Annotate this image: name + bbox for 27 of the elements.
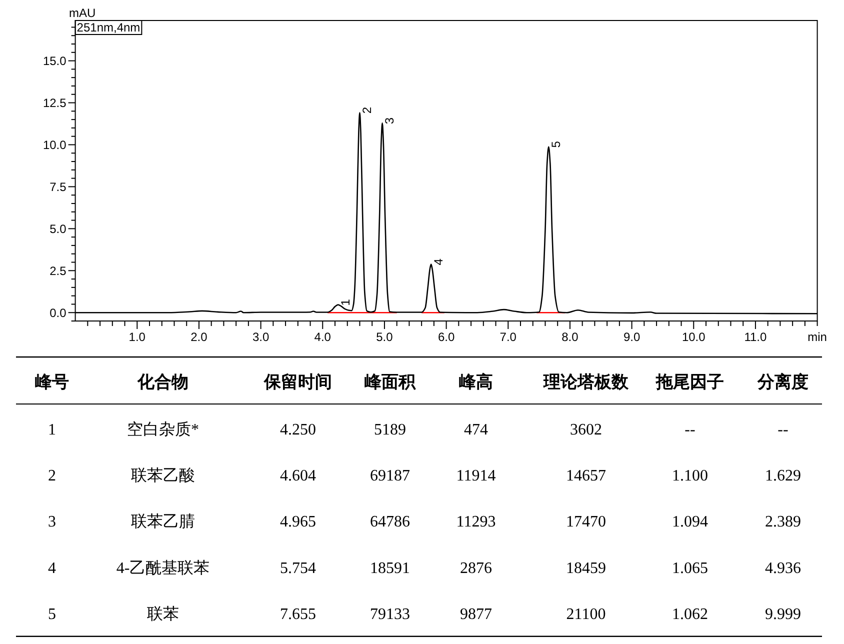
- y-tick-label: 15.0: [42, 54, 67, 68]
- x-tick-label: 9.0: [623, 330, 640, 344]
- table: 峰号 化合物 保留时间 峰面积 峰高 理论塔板数 拖尾因子 分离度 1 空白杂质* 4.250 5189 474 3602 -- -- 2 联苯乙酸 4.604 69187 11914 14657 1.100 1.629 3 联苯乙腈 4.965 64786 11293 17470 1.094 2.389 4 4-乙酰基联苯 5.754 18591 2876 18459 1.065 4.936 5 联苯 7.655 79133 9877 21100 1.062 9.999: [16, 356, 822, 638]
- annotation: 3: [382, 117, 397, 124]
- y-tick-label: 2.5: [50, 264, 67, 278]
- x-axis-title: min: [808, 330, 827, 344]
- annotation: 5: [548, 140, 563, 148]
- annotation: 2: [360, 106, 374, 114]
- x-tick-label: 1.0: [128, 330, 146, 344]
- y-tick-label: 0.0: [50, 306, 67, 320]
- x-tick-label: 4.0: [314, 330, 332, 344]
- x-tick-label: 3.0: [252, 330, 270, 344]
- y-tick-label: 5.0: [50, 222, 67, 236]
- x-tick-label: 6.0: [438, 330, 455, 344]
- y-tick-label: 7.5: [50, 180, 67, 194]
- annotation: 1: [338, 298, 352, 306]
- annotation-box: 251nm,4nm: [74, 20, 142, 35]
- x-tick-label: 11.0: [744, 330, 768, 344]
- x-tick-label: 10.0: [682, 330, 706, 344]
- y-axis-title: mAU: [68, 6, 96, 20]
- x-tick-label: 2.0: [190, 330, 208, 344]
- y-tick-label: 12.5: [42, 96, 67, 110]
- x-tick-label: 5.0: [376, 330, 394, 344]
- annotation: 4: [431, 258, 446, 266]
- x-tick-label: 7.0: [500, 330, 517, 344]
- y-tick-label: 10.0: [42, 138, 67, 152]
- x-tick-label: 8.0: [562, 330, 579, 344]
